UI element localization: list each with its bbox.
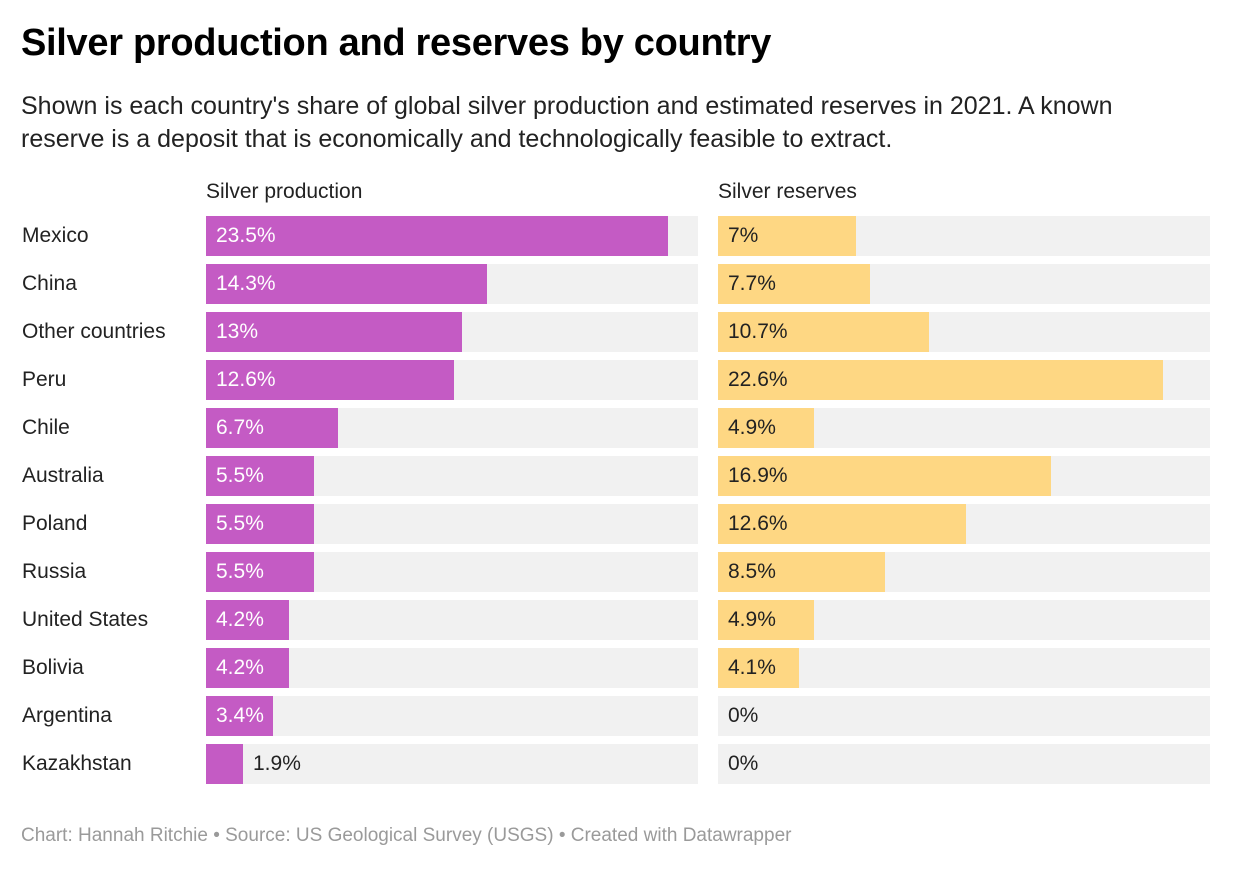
production-bar [206,408,338,448]
reserves-value-label: 7.7% [728,272,776,295]
row-label: Mexico [22,224,89,247]
production-bar-track: 12.6% [206,360,698,400]
production-bar-track: 14.3% [206,264,698,304]
production-bar [206,504,314,544]
reserves-value-label: 4.9% [728,608,776,631]
reserves-bar [718,552,885,592]
reserves-bar-track: 8.5% [718,552,1210,592]
reserves-bar-track: 22.6% [718,360,1210,400]
production-bar [206,552,314,592]
row-label: United States [22,608,149,631]
row-label: Russia [22,560,87,583]
reserves-bar [718,408,814,448]
row-label: China [22,272,77,295]
production-column-header: Silver production [206,180,363,203]
production-bar [206,600,289,640]
production-bar-track: 23.5% [206,216,698,256]
production-bar [206,456,314,496]
row-label: Australia [22,464,104,487]
row-label: Bolivia [22,656,84,679]
production-bar [206,744,243,784]
chart-subtitle: Shown is each country's share of global … [21,92,1113,153]
production-value-label: 14.3% [216,272,276,295]
reserves-value-label: 4.9% [728,416,776,439]
reserves-bar-track: 16.9% [718,456,1210,496]
reserves-bar-track: 4.1% [718,648,1210,688]
production-value-label: 5.5% [216,560,264,583]
reserves-bar [718,504,966,544]
reserves-bar-track: 4.9% [718,408,1210,448]
reserves-bar-track: 7% [718,216,1210,256]
reserves-bar-track: 7.7% [718,264,1210,304]
production-bar-track: 1.9% [206,744,698,784]
reserves-value-label: 22.6% [728,368,788,391]
reserves-value-label: 7% [728,224,759,247]
row-label: Chile [22,416,70,439]
production-value-label: 5.5% [216,464,264,487]
production-value-label: 5.5% [216,512,264,535]
production-bar [206,696,273,736]
reserves-bar-track: 12.6% [718,504,1210,544]
row-label: Other countries [22,320,166,343]
reserves-bar-track: 10.7% [718,312,1210,352]
production-bar [206,648,289,688]
production-bar-track: 6.7% [206,408,698,448]
reserves-bar [718,648,799,688]
production-value-label: 4.2% [216,608,264,631]
production-value-label: 23.5% [216,224,276,247]
reserves-bar [718,360,1163,400]
row-label: Poland [22,512,88,535]
production-value-label: 1.9% [253,752,301,775]
reserves-bar [718,264,870,304]
production-bar-track: 13% [206,312,698,352]
production-value-label: 12.6% [216,368,276,391]
chart-title: Silver production and reserves by countr… [21,22,772,64]
production-bar-track: 5.5% [206,456,698,496]
production-value-label: 4.2% [216,656,264,679]
production-bar-track: 3.4% [206,696,698,736]
reserves-value-label: 0% [728,704,759,727]
production-bar-track: 4.2% [206,648,698,688]
reserves-value-label: 12.6% [728,512,788,535]
production-bar [206,216,668,256]
production-bar [206,264,487,304]
production-bar [206,360,454,400]
reserves-bar-track: 0% [718,744,1210,784]
production-bar-track: 4.2% [206,600,698,640]
reserves-value-label: 4.1% [728,656,776,679]
reserves-bar [718,312,929,352]
row-label: Kazakhstan [22,752,132,775]
reserves-value-label: 8.5% [728,560,776,583]
reserves-bar-track: 4.9% [718,600,1210,640]
reserves-bar [718,456,1051,496]
row-label: Peru [22,368,67,391]
reserves-column-header: Silver reserves [718,180,857,203]
production-bar-track: 5.5% [206,552,698,592]
reserves-value-label: 0% [728,752,759,775]
reserves-bar-track: 0% [718,696,1210,736]
production-bar [206,312,462,352]
production-value-label: 3.4% [216,704,264,727]
chart-footer: Chart: Hannah Ritchie • Source: US Geolo… [21,825,792,846]
reserves-value-label: 16.9% [728,464,788,487]
production-value-label: 13% [216,320,259,343]
reserves-bar [718,600,814,640]
production-value-label: 6.7% [216,416,264,439]
reserves-bar [718,216,856,256]
row-label: Argentina [22,704,112,727]
production-bar-track: 5.5% [206,504,698,544]
reserves-value-label: 10.7% [728,320,788,343]
